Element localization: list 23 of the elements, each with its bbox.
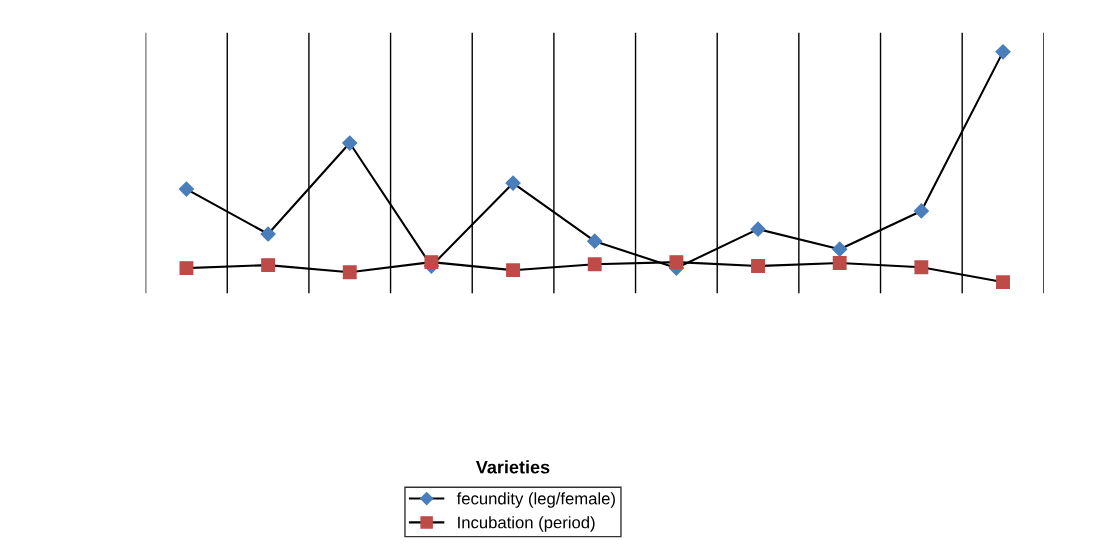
point	[342, 135, 358, 151]
point	[832, 256, 847, 270]
legend-label: Incubation (period)	[458, 516, 595, 532]
point	[751, 259, 765, 273]
text: Varieties	[475, 460, 550, 474]
point	[996, 275, 1010, 290]
legend-label: fecundity (leg/female)	[456, 492, 615, 508]
point	[179, 261, 194, 276]
point	[342, 265, 357, 280]
point	[261, 258, 276, 273]
point	[587, 233, 603, 249]
point	[424, 255, 439, 270]
point	[832, 241, 848, 257]
point	[505, 175, 521, 191]
point	[260, 226, 276, 242]
point	[587, 257, 602, 272]
point	[995, 44, 1011, 60]
point	[669, 255, 684, 270]
point	[506, 263, 521, 278]
point	[178, 181, 194, 197]
point	[750, 221, 766, 237]
point	[913, 203, 929, 219]
point	[914, 260, 929, 275]
